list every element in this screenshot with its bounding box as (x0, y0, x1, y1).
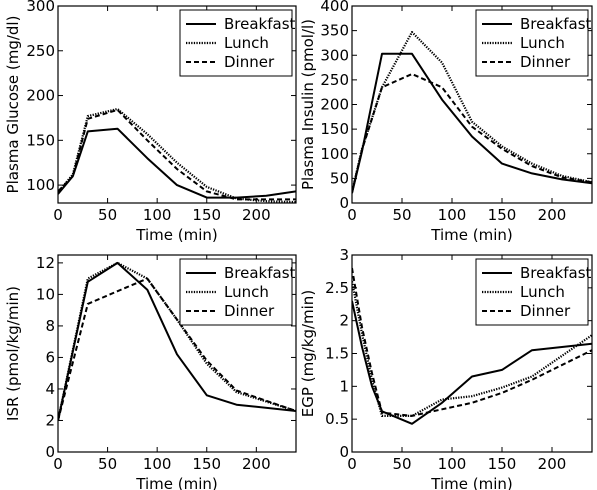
y-tick-label: 4 (45, 380, 55, 398)
legend-label-dinner: Dinner (520, 302, 571, 320)
y-axis-title: EGP (mg/kg/min) (299, 290, 317, 417)
y-tick-label: 200 (26, 87, 55, 105)
x-tick-label: 200 (538, 206, 567, 224)
x-tick-label: 200 (538, 455, 567, 473)
series-line-breakfast (352, 52, 592, 194)
series-line-dinner (352, 73, 592, 193)
y-tick-label: 50 (330, 169, 349, 187)
legend-label-breakfast: Breakfast (224, 264, 296, 282)
legend-box (475, 9, 589, 77)
legend-label-lunch: Lunch (520, 283, 565, 301)
x-tick-label: 150 (488, 455, 517, 473)
y-tick-label: 0 (45, 443, 55, 461)
y-tick-label: 1 (339, 377, 349, 395)
x-axis-title: Time (min) (430, 226, 512, 244)
y-tick-label: 10 (36, 285, 55, 303)
series-line-breakfast (58, 261, 296, 421)
plot-frame (351, 254, 593, 453)
legend-label-breakfast: Breakfast (520, 15, 592, 33)
y-tick-label: 2 (45, 411, 55, 429)
legend-label-lunch: Lunch (224, 283, 269, 301)
legend-label-lunch: Lunch (520, 34, 565, 52)
y-tick-label: 2 (339, 312, 349, 330)
x-tick-label: 100 (438, 455, 467, 473)
x-tick-label: 200 (242, 206, 271, 224)
legend-box (475, 258, 589, 326)
series-line-lunch (352, 281, 592, 417)
y-tick-label: 2.5 (325, 279, 349, 297)
y-tick-label: 0.5 (325, 410, 349, 428)
y-tick-label: 200 (320, 96, 349, 114)
series-line-dinner (352, 267, 592, 417)
series-line-lunch (58, 107, 296, 203)
x-tick-label: 0 (53, 206, 63, 224)
y-axis-title: Plasma Insulin (pmol/l) (299, 19, 317, 190)
y-tick-label: 300 (320, 46, 349, 64)
x-tick-label: 150 (488, 206, 517, 224)
x-tick-label: 50 (98, 455, 117, 473)
legend-label-dinner: Dinner (224, 53, 275, 71)
x-tick-label: 50 (392, 455, 411, 473)
panel-4: 0 50 100 150 200 0 0.5 1 1.5 2 2.5 3 Time (min) EGP (… (299, 246, 593, 490)
series-line-breakfast (58, 127, 296, 199)
y-axis-title: ISR (pmol/kg/min) (4, 286, 22, 421)
x-tick-label: 0 (347, 206, 357, 224)
x-tick-label: 50 (98, 206, 117, 224)
x-tick-label: 200 (242, 455, 271, 473)
legend-label-dinner: Dinner (520, 53, 571, 71)
plot-frame (57, 5, 297, 204)
y-tick-label: 100 (320, 145, 349, 163)
x-tick-label: 100 (143, 455, 172, 473)
y-tick-label: 250 (26, 42, 55, 60)
panel-3: 0 50 100 150 200 0 2 4 6 8 10 12 Time (min) ISR (pmol… (4, 254, 297, 490)
x-tick-label: 100 (438, 206, 467, 224)
x-tick-label: 50 (392, 206, 411, 224)
x-tick-label: 150 (192, 455, 221, 473)
legend-label-breakfast: Breakfast (224, 15, 296, 33)
y-tick-label: 350 (320, 22, 349, 40)
series-line-lunch (352, 30, 592, 193)
y-tick-label: 300 (26, 0, 55, 15)
y-tick-label: 250 (320, 71, 349, 89)
y-tick-label: 150 (320, 120, 349, 138)
series-line-dinner (58, 277, 296, 421)
x-tick-label: 100 (143, 206, 172, 224)
legend-label-dinner: Dinner (224, 302, 275, 320)
panel-1: 0 50 100 150 200 100 150 200 250 300 Time (min) Pla… (4, 0, 297, 244)
y-tick-label: 1.5 (325, 345, 349, 363)
legend-label-lunch: Lunch (224, 34, 269, 52)
plot-frame (351, 5, 593, 204)
y-tick-label: 0 (339, 443, 349, 461)
x-axis-title: Time (min) (135, 475, 217, 490)
y-tick-label: 0 (339, 194, 349, 212)
legend-box (179, 9, 293, 77)
y-tick-label: 6 (45, 348, 55, 366)
y-axis-title: Plasma Glucose (mg/dl) (4, 16, 22, 194)
legend-box (179, 258, 293, 326)
plot-frame (57, 254, 297, 453)
y-tick-label: 150 (26, 131, 55, 149)
x-tick-label: 0 (347, 455, 357, 473)
y-tick-label: 8 (45, 317, 55, 335)
series-line-dinner (58, 108, 296, 201)
y-tick-label: 12 (36, 254, 55, 272)
x-axis-title: Time (min) (135, 226, 217, 244)
y-tick-label: 400 (320, 0, 349, 15)
x-tick-label: 150 (192, 206, 221, 224)
x-tick-label: 0 (53, 455, 63, 473)
panel-2: 0 50 100 150 200 0 50 100 150 200 250 300 350 400 Time… (299, 0, 593, 244)
y-tick-label: 100 (26, 176, 55, 194)
x-axis-title: Time (min) (430, 475, 512, 490)
legend-label-breakfast: Breakfast (520, 264, 592, 282)
y-tick-label: 3 (339, 246, 349, 264)
